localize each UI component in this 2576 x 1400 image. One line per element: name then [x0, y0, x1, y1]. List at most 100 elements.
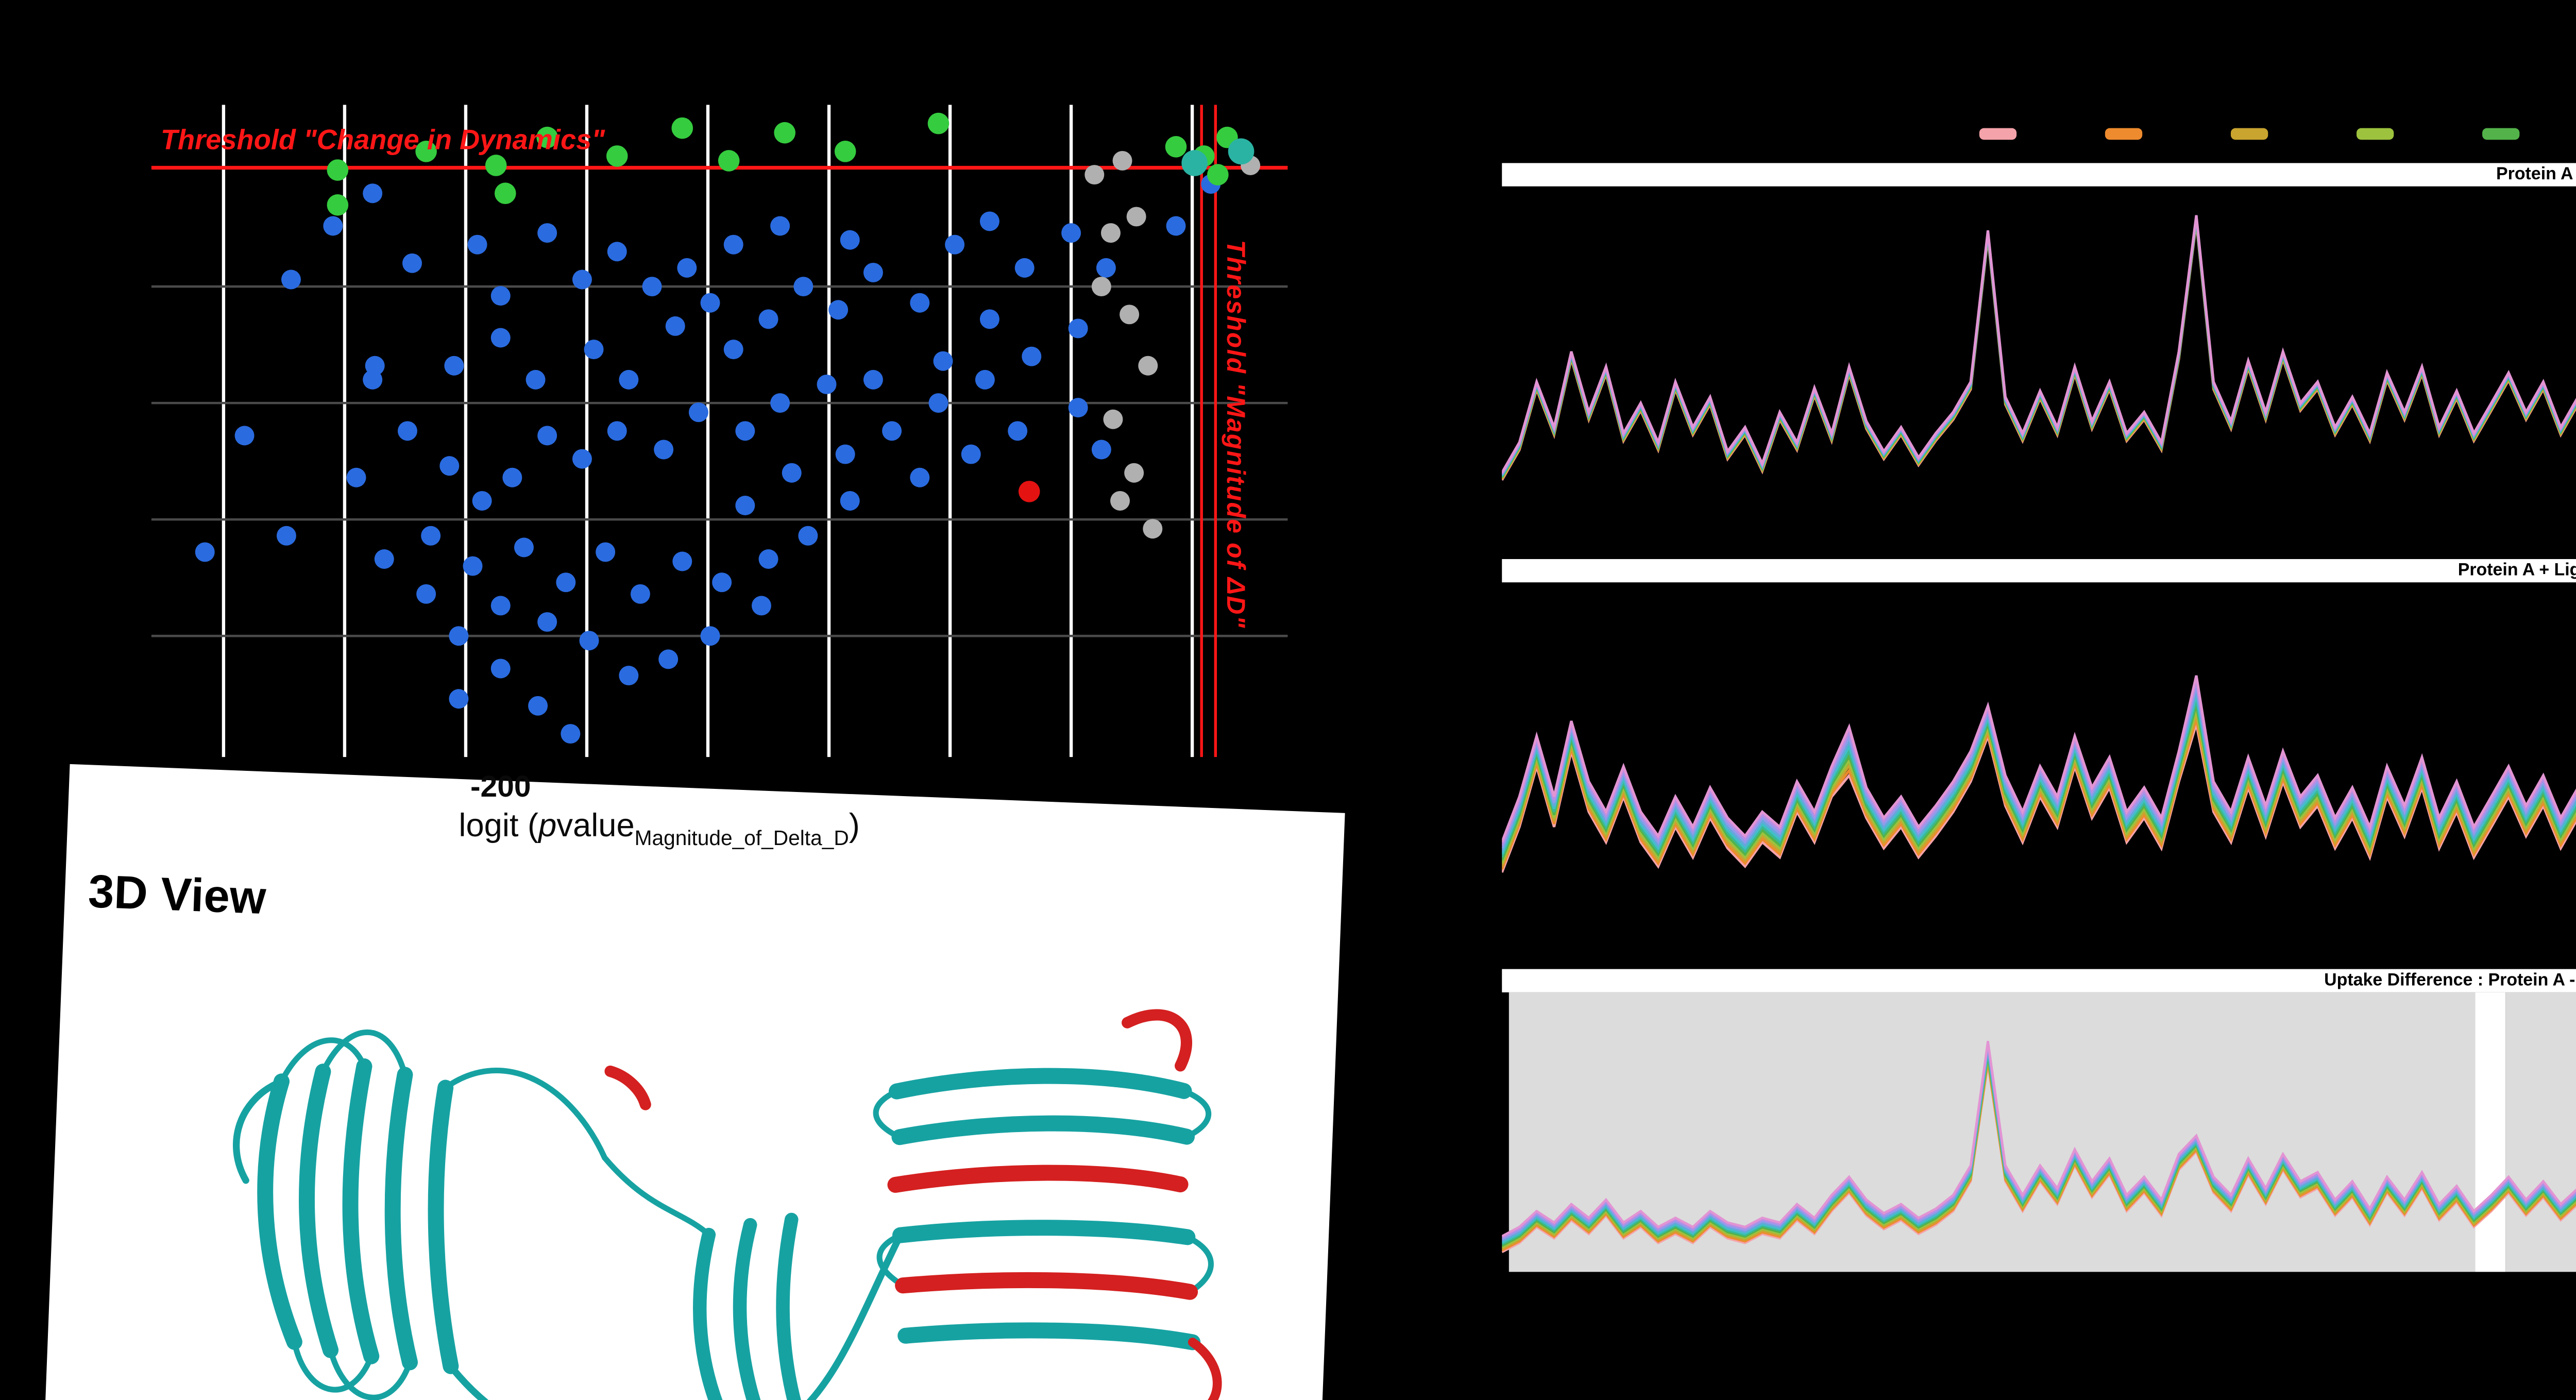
volcano-point-blue[interactable]	[1014, 258, 1035, 278]
volcano-point-gray[interactable]	[1120, 305, 1140, 325]
volcano-point-blue[interactable]	[619, 666, 639, 686]
legend-swatch[interactable]	[2105, 128, 2143, 139]
uptake-series[interactable]	[1502, 1054, 2576, 1250]
volcano-point-blue[interactable]	[782, 463, 802, 483]
volcano-point-green[interactable]	[536, 126, 558, 148]
volcano-point-blue[interactable]	[596, 542, 616, 562]
volcano-point-green[interactable]	[774, 122, 795, 144]
volcano-point-blue[interactable]	[467, 234, 487, 255]
volcano-point-blue[interactable]	[1096, 258, 1116, 278]
volcano-point-blue[interactable]	[630, 584, 650, 604]
uptake-series[interactable]	[1502, 222, 2576, 497]
volcano-point-blue[interactable]	[933, 351, 953, 371]
volcano-point-blue[interactable]	[735, 421, 755, 441]
uptake-series[interactable]	[1502, 218, 2576, 477]
volcano-point-blue[interactable]	[863, 369, 883, 390]
volcano-point-blue[interactable]	[561, 724, 581, 744]
volcano-point-blue[interactable]	[910, 467, 930, 487]
volcano-point-green[interactable]	[485, 155, 507, 176]
uptake-difference-chart[interactable]	[1502, 992, 2576, 1272]
3d-view-panel[interactable]: 3D View	[43, 764, 1345, 1400]
volcano-point-gray[interactable]	[1110, 491, 1130, 511]
volcano-point-blue[interactable]	[672, 551, 692, 571]
volcano-point-blue[interactable]	[658, 649, 679, 669]
volcano-point-blue[interactable]	[835, 444, 855, 464]
volcano-point-blue[interactable]	[572, 269, 592, 290]
volcano-point-blue[interactable]	[758, 549, 778, 569]
volcano-point-gray[interactable]	[1084, 165, 1105, 185]
volcano-point-blue[interactable]	[490, 286, 511, 306]
uptake-series[interactable]	[1502, 1048, 2576, 1247]
volcano-point-blue[interactable]	[323, 216, 343, 236]
volcano-point-blue[interactable]	[528, 696, 548, 716]
volcano-point-blue[interactable]	[1008, 421, 1028, 441]
uptake-series[interactable]	[1502, 603, 2576, 846]
volcano-point-blue[interactable]	[1022, 346, 1042, 366]
volcano-point-blue[interactable]	[537, 612, 557, 632]
volcano-point-blue[interactable]	[556, 572, 576, 593]
volcano-point-blue[interactable]	[449, 689, 469, 709]
volcano-point-blue[interactable]	[770, 393, 790, 413]
volcano-point-green[interactable]	[718, 150, 740, 172]
volcano-point-blue[interactable]	[817, 374, 837, 394]
volcano-point-blue[interactable]	[654, 440, 674, 460]
volcano-point-red[interactable]	[1018, 481, 1040, 502]
volcano-point-blue[interactable]	[793, 277, 814, 297]
protein-structure[interactable]	[113, 934, 1297, 1400]
uptake-series[interactable]	[1502, 1043, 2576, 1245]
volcano-point-gray[interactable]	[1138, 356, 1158, 376]
volcano-point-blue[interactable]	[642, 277, 662, 297]
volcano-point-blue[interactable]	[723, 340, 743, 360]
volcano-point-blue[interactable]	[840, 491, 860, 511]
volcano-point-blue[interactable]	[584, 340, 604, 360]
legend-swatch[interactable]	[2482, 128, 2520, 139]
uptake-series[interactable]	[1502, 1056, 2576, 1251]
volcano-point-blue[interactable]	[770, 216, 790, 236]
uptake-series[interactable]	[1502, 656, 2576, 870]
volcano-point-blue[interactable]	[961, 444, 981, 464]
uptake-series[interactable]	[1502, 1050, 2576, 1247]
volcano-point-green[interactable]	[415, 141, 437, 162]
volcano-point-green[interactable]	[927, 112, 950, 134]
uptake-chart-protein-a-ligand[interactable]	[1502, 582, 2576, 937]
volcano-point-blue[interactable]	[751, 596, 771, 616]
uptake-series[interactable]	[1502, 1041, 2576, 1244]
volcano-point-blue[interactable]	[735, 496, 755, 516]
volcano-point-blue[interactable]	[402, 253, 422, 273]
volcano-point-blue[interactable]	[723, 234, 743, 255]
volcano-point-gray[interactable]	[1100, 223, 1121, 243]
volcano-plot[interactable]	[151, 105, 1288, 757]
uptake-series[interactable]	[1502, 644, 2576, 864]
volcano-point-blue[interactable]	[975, 369, 995, 390]
volcano-point-blue[interactable]	[665, 316, 685, 336]
uptake-series[interactable]	[1502, 617, 2576, 852]
volcano-point-gray[interactable]	[1091, 277, 1111, 297]
legend-swatch[interactable]	[2230, 128, 2268, 139]
volcano-point-blue[interactable]	[863, 262, 883, 282]
volcano-point-green[interactable]	[494, 182, 516, 205]
volcano-point-blue[interactable]	[514, 537, 534, 558]
uptake-series[interactable]	[1502, 597, 2576, 843]
volcano-point-blue[interactable]	[828, 300, 849, 320]
volcano-point-blue[interactable]	[1061, 223, 1081, 243]
volcano-point-blue[interactable]	[579, 631, 599, 651]
volcano-point-blue[interactable]	[439, 456, 460, 476]
volcano-point-green[interactable]	[327, 194, 349, 216]
volcano-point-green[interactable]	[671, 117, 693, 139]
volcano-point-blue[interactable]	[607, 242, 627, 262]
volcano-point-blue[interactable]	[688, 402, 708, 423]
volcano-point-blue[interactable]	[979, 211, 999, 231]
volcano-point-blue[interactable]	[928, 393, 948, 413]
volcano-point-gray[interactable]	[1103, 409, 1123, 429]
volcano-point-blue[interactable]	[490, 659, 511, 679]
volcano-point-blue[interactable]	[979, 309, 999, 329]
volcano-point-blue[interactable]	[234, 426, 255, 446]
volcano-point-blue[interactable]	[276, 526, 296, 546]
volcano-point-blue[interactable]	[416, 584, 436, 604]
volcano-point-blue[interactable]	[1068, 398, 1088, 418]
volcano-point-blue[interactable]	[444, 356, 464, 376]
volcano-point-green[interactable]	[606, 145, 628, 167]
volcano-point-blue[interactable]	[472, 491, 492, 511]
volcano-point-blue[interactable]	[700, 626, 720, 646]
volcano-point-gray[interactable]	[1143, 519, 1163, 539]
